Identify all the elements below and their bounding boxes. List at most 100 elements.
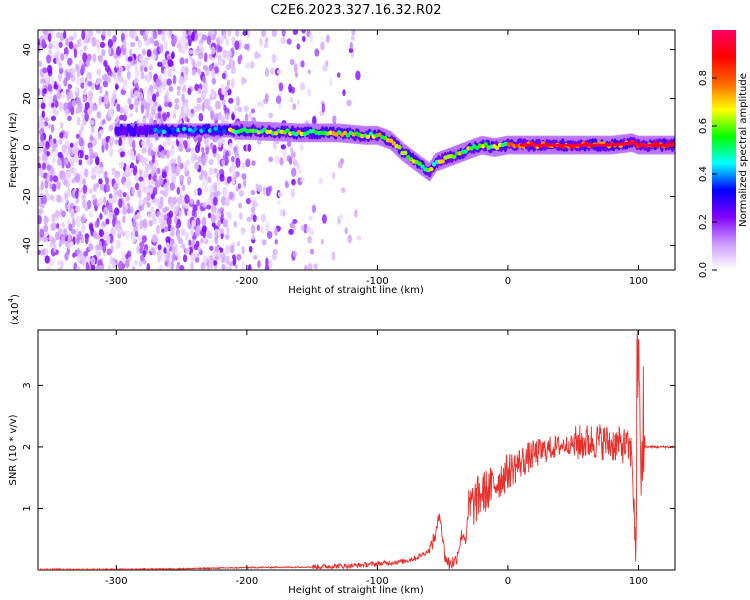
spectrogram-noise-cell xyxy=(243,43,249,50)
spectrogram-noise-cell xyxy=(109,136,115,143)
spectrogram-noise-cell xyxy=(50,236,55,244)
spectrogram-noise-cell xyxy=(134,165,138,174)
spectrogram-noise-cell xyxy=(203,186,209,193)
spectrogram-noise-cell xyxy=(112,194,118,204)
spectrogram-noise-cell xyxy=(229,57,234,68)
spectrogram-noise-cell xyxy=(349,41,354,49)
colorbar-tick-label: 0.8 xyxy=(698,70,709,86)
spectrogram-noise-cell xyxy=(51,183,57,192)
spectrogram-noise-cell xyxy=(52,138,57,144)
spectrogram-noise-cell xyxy=(78,159,83,166)
spectrogram-noise-cell xyxy=(250,206,256,214)
spectrogram-noise-cell xyxy=(113,207,120,216)
spectrogram-noise-cell xyxy=(197,87,202,94)
spectrogram-noise-cell xyxy=(225,64,231,71)
spectrogram-noise-cell xyxy=(262,185,267,196)
snr-y-label: SNR (10 * v/v) xyxy=(8,414,19,485)
spectrogram-noise-cell xyxy=(142,197,148,206)
spectrogram-noise-cell xyxy=(159,118,164,125)
spectrogram-noise-cell xyxy=(193,243,199,251)
spectrogram-noise-cell xyxy=(89,120,95,126)
spectrogram-noise-cell xyxy=(153,40,160,47)
spectrogram-ridge-core xyxy=(463,149,468,154)
spectrogram-noise-cell xyxy=(151,93,157,103)
spectrogram-noise-cell xyxy=(206,35,212,45)
spectrogram-noise-cell xyxy=(351,30,356,36)
spectrogram-noise-cell xyxy=(99,85,103,94)
spectrogram-noise-cell xyxy=(84,204,88,211)
spectrogram-noise-cell xyxy=(138,55,144,62)
spectrogram-noise-cell xyxy=(206,98,211,107)
spectrogram-noise-cell xyxy=(61,222,65,228)
spectrogram-noise-cell xyxy=(201,179,208,188)
spectrogram-noise-cell xyxy=(71,99,77,107)
spectrogram-noise-cell xyxy=(175,223,180,229)
spectrogram-noise-cell xyxy=(170,158,177,164)
spectrogram-noise-cell xyxy=(265,257,269,267)
spectrogram-noise-cell xyxy=(75,77,80,87)
spectrogram-noise-cell xyxy=(55,56,61,65)
spectrogram-noise-cell xyxy=(205,141,209,148)
spectrogram-noise-cell xyxy=(211,251,217,257)
spectrogram-noise-cell xyxy=(125,194,131,202)
spectrogram-noise-cell xyxy=(190,252,196,262)
spectrogram-noise-cell xyxy=(312,115,317,126)
spectrogram-noise-cell xyxy=(231,113,235,121)
spectrogram-ridge-core xyxy=(377,132,382,138)
spectrogram-noise-cell xyxy=(90,263,96,270)
spectrogram-noise-cell xyxy=(231,168,236,179)
spectrogram-noise-cell xyxy=(302,35,306,42)
spectrogram-noise-cell xyxy=(69,90,74,100)
spectrogram-noise-cell xyxy=(65,72,71,81)
spectrogram-noise-cell xyxy=(213,260,218,266)
spectrogram-noise-cell xyxy=(308,215,313,221)
spectrogram-noise-cell xyxy=(342,89,346,97)
spectrogram-noise-cell xyxy=(268,112,274,119)
spectrogram-noise-cell xyxy=(197,155,202,164)
spectrogram-noise-cell xyxy=(170,226,176,232)
spectrogram-noise-cell xyxy=(96,77,103,84)
spectrogram-noise-cell xyxy=(48,175,54,182)
spectrogram-noise-cell xyxy=(132,140,136,150)
spectrogram-noise-cell xyxy=(224,112,230,121)
spectrogram-noise-cell xyxy=(123,181,127,188)
spectrogram-y-tick-label: 20 xyxy=(22,92,33,105)
spectrogram-noise-cell xyxy=(95,234,101,240)
spectrogram-noise-cell xyxy=(201,102,205,112)
spectrogram-noise-cell xyxy=(72,252,76,258)
spectrogram-ridge-core xyxy=(167,129,173,135)
spectrogram-noise-cell xyxy=(102,118,106,125)
spectrogram-noise-cell xyxy=(214,228,218,238)
spectrogram-noise-cell xyxy=(189,262,194,270)
spectrogram-noise-cell xyxy=(168,101,173,108)
spectrogram-noise-cell xyxy=(104,95,110,105)
spectrogram-noise-cell xyxy=(208,254,214,261)
spectrogram-noise-cell xyxy=(79,49,84,56)
spectrogram-noise-cell xyxy=(288,156,293,165)
spectrogram-noise-cell xyxy=(38,102,41,111)
spectrogram-noise-cell xyxy=(277,69,283,75)
spectrogram-noise-cell xyxy=(85,256,91,263)
spectrogram-noise-cell xyxy=(209,184,215,195)
spectrogram-noise-cell xyxy=(169,147,175,158)
spectrogram-noise-cell xyxy=(224,244,231,255)
spectrogram-noise-cell xyxy=(137,235,142,242)
spectrogram-noise-cell xyxy=(196,187,202,196)
spectrogram-noise-cell xyxy=(134,182,140,191)
spectrogram-noise-cell xyxy=(278,102,283,110)
spectrogram-y-label: Frequency (Hz) xyxy=(8,112,19,188)
spectrogram-noise-cell xyxy=(49,242,54,248)
spectrogram-noise-cell xyxy=(336,72,341,78)
spectrogram-noise-cell xyxy=(176,163,180,171)
spectrogram-noise-cell xyxy=(233,146,238,152)
spectrogram-noise-cell xyxy=(58,72,63,82)
spectrogram-noise-cell xyxy=(264,222,270,231)
spectrogram-noise-cell xyxy=(143,169,149,179)
spectrogram-noise-cell xyxy=(179,75,184,85)
spectrogram-noise-cell xyxy=(70,105,75,116)
spectrogram-noise-cell xyxy=(172,196,178,205)
spectrogram-noise-cell xyxy=(126,181,132,190)
spectrogram-noise-cell xyxy=(115,115,120,123)
spectrogram-noise-cell xyxy=(144,30,149,36)
spectrogram-noise-cell xyxy=(39,228,45,238)
